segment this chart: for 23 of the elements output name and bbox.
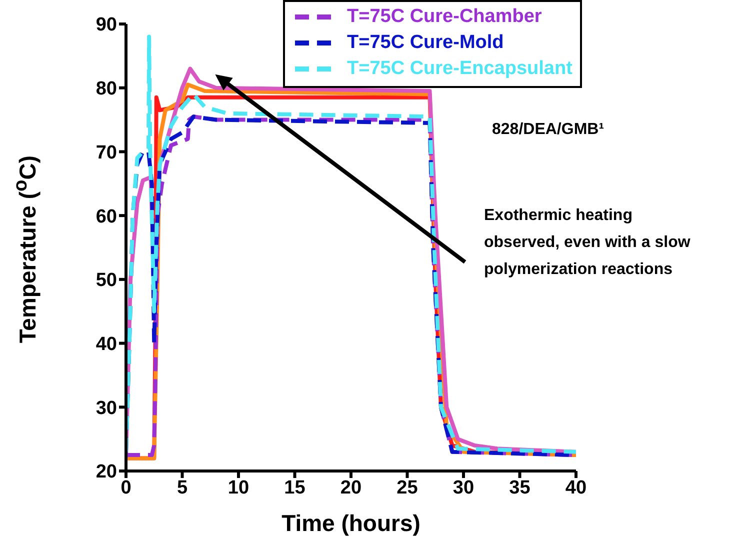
annotation: Exothermic heating observed, even with a slow polymerization reactions <box>484 206 692 280</box>
x-tick-label: 20 <box>340 477 362 498</box>
x-tick-label: 30 <box>452 477 474 498</box>
x-tick-label: 5 <box>176 477 188 498</box>
y-tick-label: 20 <box>96 462 117 483</box>
legend-label: T=75C Cure-Mold <box>347 32 504 54</box>
legend-label: T=75C Cure-Encapsulant <box>347 58 572 80</box>
y-tick-label: 50 <box>96 270 117 292</box>
annotation: 828/DEA/GMB¹ <box>492 120 606 140</box>
legend-label: T=75C Cure-Chamber <box>347 6 542 28</box>
x-tick-label: 10 <box>228 477 250 498</box>
x-tick-label: 40 <box>565 477 587 498</box>
y-tick-label: 30 <box>96 398 117 419</box>
x-axis-title: Time (hours) <box>280 510 422 537</box>
y-tick-label: 70 <box>96 142 117 164</box>
x-tick-label: 0 <box>120 477 132 498</box>
y-tick-label: 80 <box>96 78 117 100</box>
x-tick-label: 35 <box>509 477 531 498</box>
y-tick-label: 60 <box>96 206 117 228</box>
y-tick-label: 90 <box>96 14 117 36</box>
x-tick-label: 15 <box>284 477 306 498</box>
x-tick-label: 25 <box>396 477 418 498</box>
y-tick-label: 40 <box>96 334 117 356</box>
